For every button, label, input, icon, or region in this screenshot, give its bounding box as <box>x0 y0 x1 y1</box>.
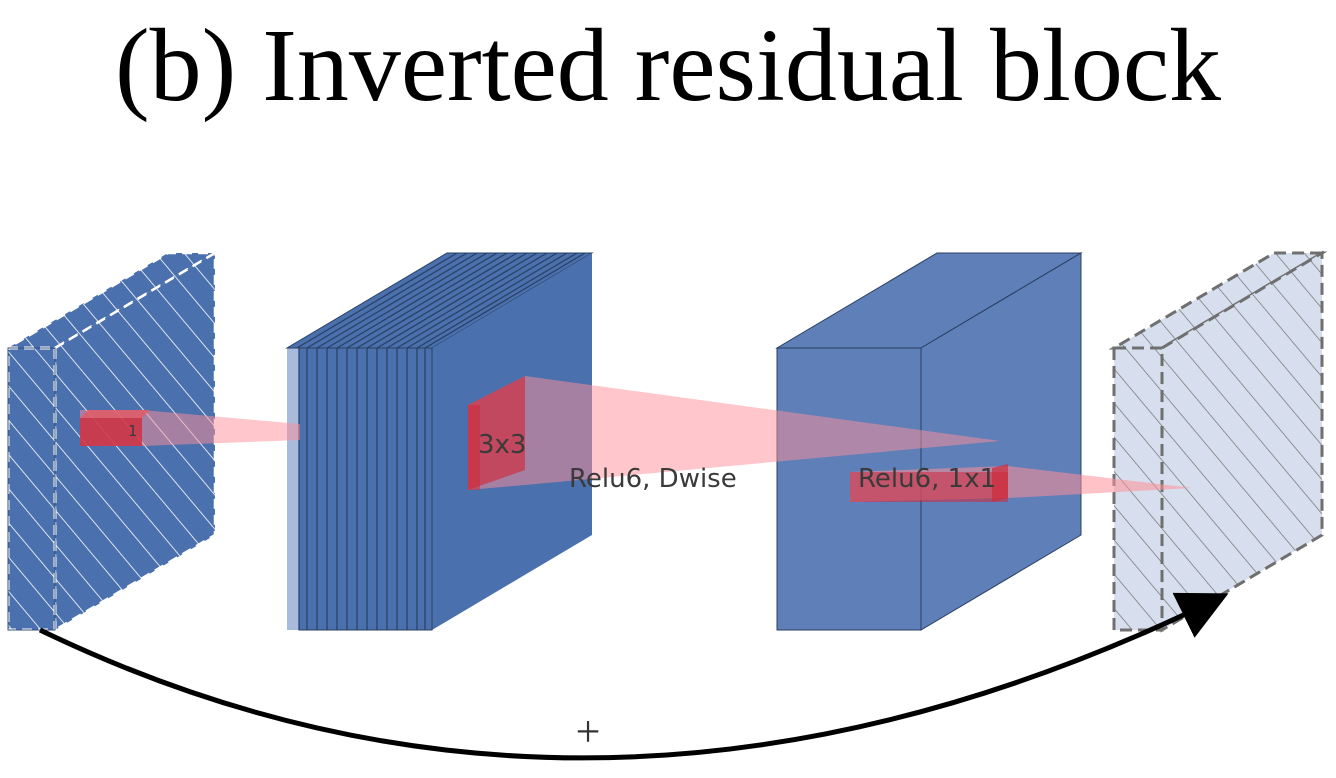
expanded-tensor-top-stripes <box>296 252 586 349</box>
depthwise-kernel-label: 3x3 <box>478 430 526 460</box>
residual-add-symbol: + <box>576 707 601 756</box>
depthwise-kernel-side <box>468 376 525 490</box>
residual-connection-arrow <box>38 592 1229 761</box>
projection-kernel-side <box>992 464 1008 502</box>
figure-title: (b) Inverted residual block <box>114 8 1221 123</box>
input-tensor <box>3 250 220 633</box>
expanded-tensor-front-face <box>298 347 433 631</box>
projection-op-label: Relu6, 1x1 <box>858 464 996 494</box>
kernels <box>80 376 1008 502</box>
projection-kernel-front <box>850 472 1008 502</box>
depthwise-cone <box>468 376 1000 490</box>
input-kernel-top <box>80 410 150 418</box>
depthwise-kernel-front <box>468 405 480 490</box>
expanded-tensor-front-stripes <box>298 348 426 630</box>
expanded-tensor-light-slice <box>287 348 299 630</box>
input-kernel-label: 1 <box>128 422 138 440</box>
depthwise-output-tensor <box>775 252 1083 631</box>
input-kernel-front <box>80 418 142 446</box>
output-tensor <box>1108 250 1328 633</box>
depthwise-op-label: Relu6, Dwise <box>569 464 737 494</box>
